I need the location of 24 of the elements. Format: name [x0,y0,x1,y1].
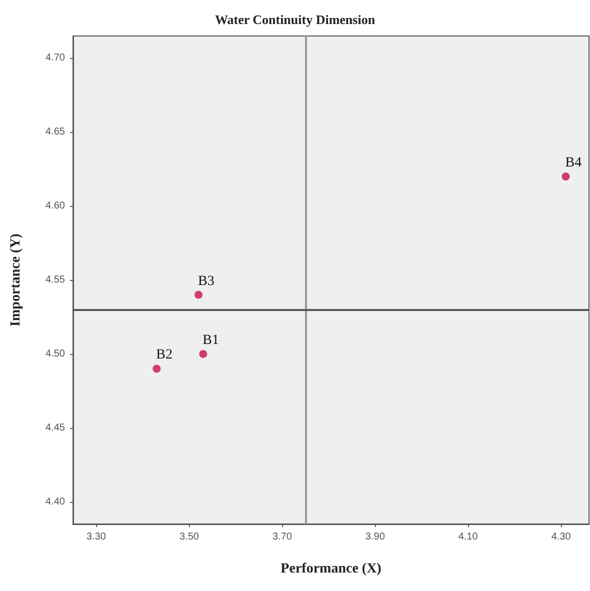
chart-title: Water Continuity Dimension [214,12,376,27]
point [199,350,208,358]
x-tick-label: 4.10 [458,532,478,542]
y-tick-label: 4.70 [46,52,66,64]
y-tick-label: 4.65 [46,126,66,138]
x-tick-label: 3.70 [272,532,292,542]
point [194,290,203,299]
x-tick-label: 4.30 [551,532,572,542]
annotation: B4 [565,155,582,170]
annotation: B3 [198,274,214,289]
annotation: B1 [202,332,220,348]
point [152,364,161,373]
y-axis-title: Importance (Y) [8,233,24,326]
y-tick-label: 4.45 [46,422,66,434]
annotation: B2 [156,348,173,363]
point [562,172,570,180]
x-tick-label: 3.30 [86,532,106,542]
y-tick-label: 4.50 [46,348,66,360]
y-tick-label: 4.60 [46,200,66,212]
x-axis-title: Performance (X) [280,562,382,576]
y-tick-label: 4.40 [46,496,66,508]
x-tick-label: 3.50 [179,532,200,542]
x-tick-label: 3.90 [365,532,386,542]
y-tick-label: 4.55 [46,274,66,286]
